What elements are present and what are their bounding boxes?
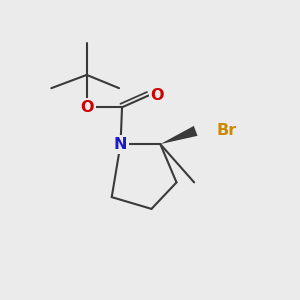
Text: N: N	[114, 136, 127, 152]
Text: O: O	[80, 100, 93, 115]
Polygon shape	[160, 126, 197, 144]
Text: Br: Br	[216, 123, 236, 138]
Text: O: O	[151, 88, 164, 103]
